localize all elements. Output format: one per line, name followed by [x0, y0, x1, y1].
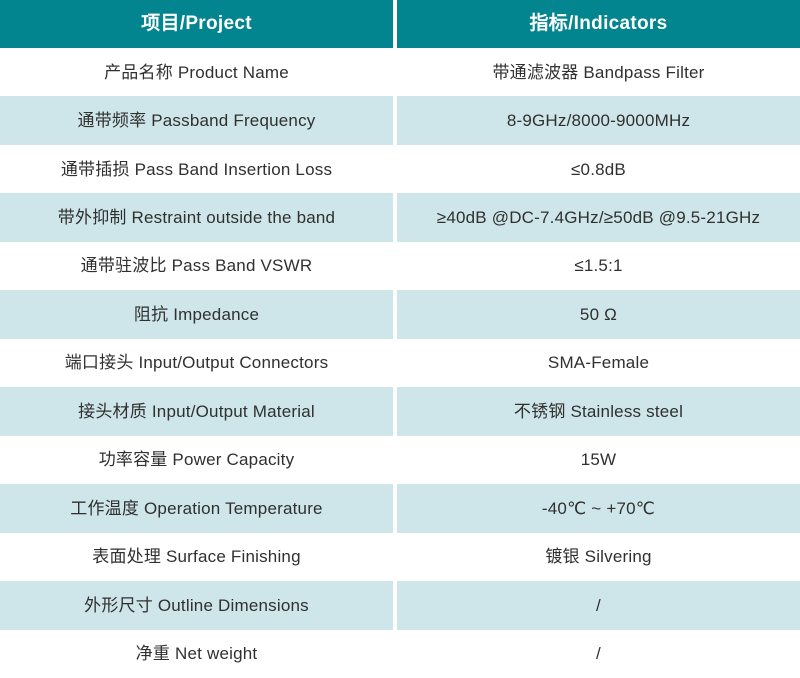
indicator-cell: ≤0.8dB: [397, 144, 800, 194]
table-row-vswr: 通带驻波比 Pass Band VSWR ≤1.5:1: [0, 241, 800, 291]
indicator-cell: 50 Ω: [397, 290, 800, 339]
indicator-cell: ≥40dB @DC-7.4GHz/≥50dB @9.5-21GHz: [397, 193, 800, 242]
table-row-net-weight: 净重 Net weight /: [0, 629, 800, 678]
project-cell: 净重 Net weight: [0, 629, 393, 678]
project-cell: 通带频率 Passband Frequency: [0, 96, 393, 145]
indicator-cell: 镀银 Silvering: [397, 532, 800, 582]
project-cell: 通带插损 Pass Band Insertion Loss: [0, 144, 393, 194]
indicator-cell: ≤1.5:1: [397, 241, 800, 291]
project-cell: 外形尺寸 Outline Dimensions: [0, 581, 393, 630]
header-cell-project: 项目/Project: [0, 0, 393, 48]
project-cell: 工作温度 Operation Temperature: [0, 484, 393, 533]
indicator-cell: 带通滤波器 Bandpass Filter: [397, 48, 800, 97]
header-cell-indicators: 指标/Indicators: [397, 0, 800, 48]
indicator-cell: /: [397, 629, 800, 678]
table-row-product-name: 产品名称 Product Name 带通滤波器 Bandpass Filter: [0, 48, 800, 97]
table-row-out-of-band-restraint: 带外抑制 Restraint outside the band ≥40dB @D…: [0, 193, 800, 242]
table-row-impedance: 阻抗 Impedance 50 Ω: [0, 290, 800, 339]
project-cell: 接头材质 Input/Output Material: [0, 387, 393, 436]
indicator-cell: 15W: [397, 435, 800, 485]
indicator-cell: /: [397, 581, 800, 630]
project-cell: 带外抑制 Restraint outside the band: [0, 193, 393, 242]
indicator-cell: SMA-Female: [397, 338, 800, 388]
indicator-cell: 8-9GHz/8000-9000MHz: [397, 96, 800, 145]
table-row-surface-finishing: 表面处理 Surface Finishing 镀银 Silvering: [0, 532, 800, 582]
project-cell: 表面处理 Surface Finishing: [0, 532, 393, 582]
table-row-power-capacity: 功率容量 Power Capacity 15W: [0, 435, 800, 485]
table-row-passband-frequency: 通带频率 Passband Frequency 8-9GHz/8000-9000…: [0, 96, 800, 145]
table-row-operation-temperature: 工作温度 Operation Temperature -40℃ ~ +70℃: [0, 484, 800, 533]
project-cell: 通带驻波比 Pass Band VSWR: [0, 241, 393, 291]
table-row-connectors: 端口接头 Input/Output Connectors SMA-Female: [0, 338, 800, 388]
project-cell: 产品名称 Product Name: [0, 48, 393, 97]
table-header-row: 项目/Project 指标/Indicators: [0, 0, 800, 48]
indicator-cell: -40℃ ~ +70℃: [397, 484, 800, 533]
table-row-insertion-loss: 通带插损 Pass Band Insertion Loss ≤0.8dB: [0, 144, 800, 194]
project-cell: 端口接头 Input/Output Connectors: [0, 338, 393, 388]
project-cell: 功率容量 Power Capacity: [0, 435, 393, 485]
indicator-cell: 不锈钢 Stainless steel: [397, 387, 800, 436]
table-row-outline-dimensions: 外形尺寸 Outline Dimensions /: [0, 581, 800, 630]
project-cell: 阻抗 Impedance: [0, 290, 393, 339]
table-row-material: 接头材质 Input/Output Material 不锈钢 Stainless…: [0, 387, 800, 436]
